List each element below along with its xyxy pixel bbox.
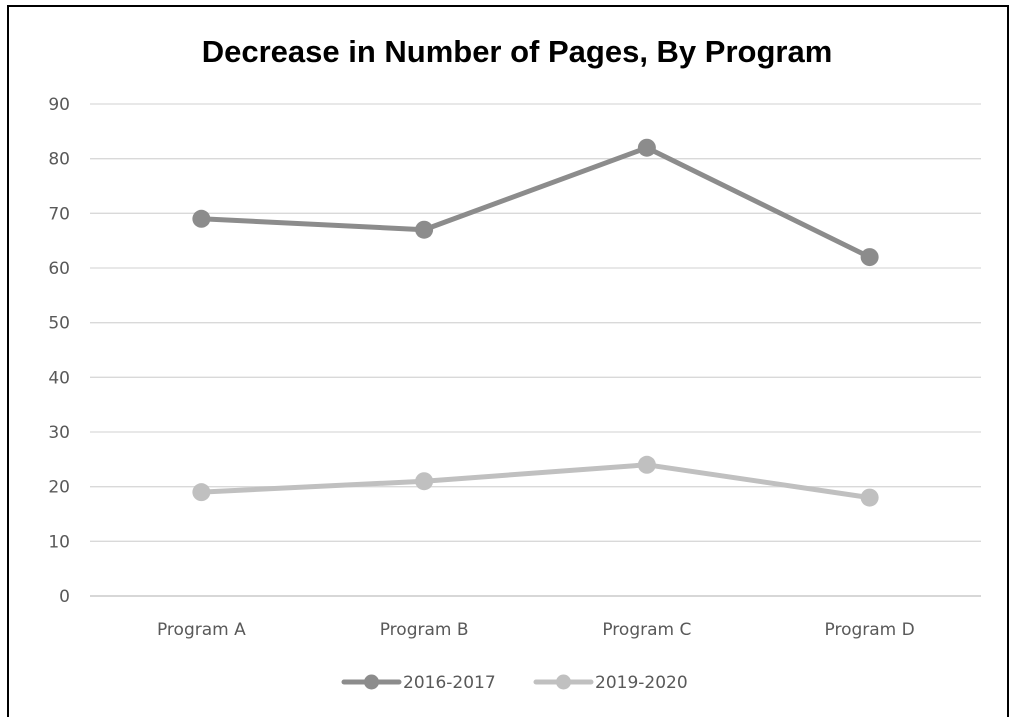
legend-label: 2019-2020 [595,673,688,693]
legend-item: 2019-2020 [533,673,688,693]
chart-title: Decrease in Number of Pages, By Program [202,34,833,69]
y-tick-label: 40 [48,368,70,388]
data-point [192,483,211,502]
legend: 2016-2017 2019-2020 [341,673,688,693]
y-tick-label: 90 [48,95,70,115]
x-tick-label: Program A [157,620,246,640]
x-tick-label: Program B [380,620,469,640]
y-tick-label: 60 [48,259,70,279]
data-point [860,248,879,267]
legend-label: 2016-2017 [403,673,496,693]
y-tick-label: 0 [59,587,70,607]
data-point [192,209,211,228]
y-tick-label: 70 [48,204,70,224]
legend-marker [364,674,379,690]
data-point [637,455,656,474]
data-point [415,220,434,239]
legend-marker [556,674,571,690]
y-tick-label: 10 [48,532,70,552]
x-tick-label: Program D [825,620,915,640]
series-line [198,462,873,501]
y-tick-label: 20 [48,478,70,498]
y-tick-label: 30 [48,423,70,443]
data-point [860,488,879,507]
data-point [637,138,656,157]
series-lines [192,138,879,507]
legend-item: 2016-2017 [341,673,496,693]
chart-border [7,5,1009,717]
series-line [198,145,873,260]
y-tick-label: 80 [48,150,70,170]
data-point [415,472,434,491]
y-axis-ticks: 0 10 20 30 40 50 60 70 80 90 [48,95,70,607]
x-axis-ticks: Program A Program B Program C Program D [157,620,915,640]
series-2019-2020 [192,455,879,507]
y-tick-label: 50 [48,314,70,334]
series-2016-2017 [192,138,879,267]
gridlines [90,103,981,597]
x-tick-label: Program C [602,620,691,640]
